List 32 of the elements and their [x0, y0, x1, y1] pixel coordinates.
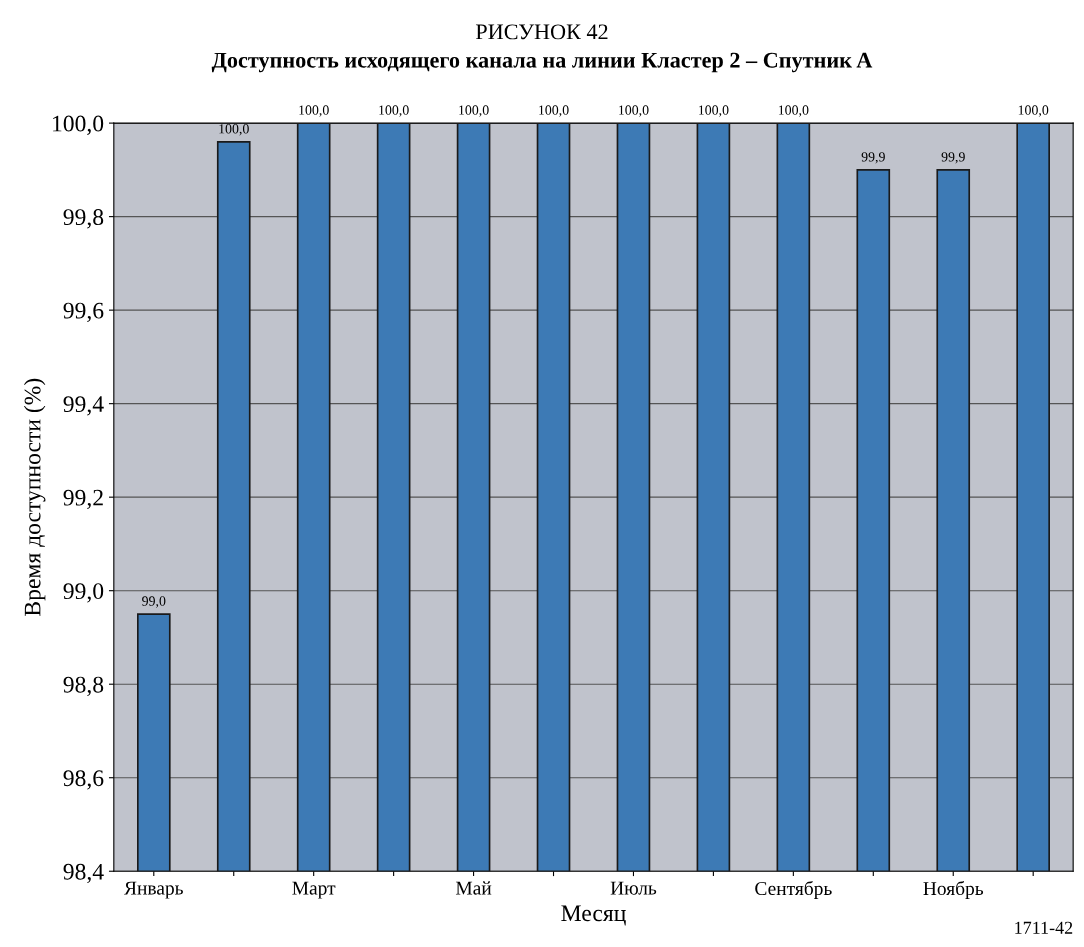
data-label: 100,0: [778, 105, 809, 117]
y-tick-label: 98,8: [63, 676, 104, 697]
y-tick-label: 98,4: [63, 863, 104, 884]
x-tick-label: Январь: [124, 881, 183, 899]
y-tick-label: 99,4: [63, 396, 104, 416]
data-label: 100,0: [539, 105, 569, 117]
data-label: 100,0: [299, 105, 329, 117]
data-label: 100,0: [219, 124, 249, 136]
x-axis-title: Месяц: [561, 905, 626, 926]
data-label: 100,0: [459, 105, 489, 117]
x-tick-label: Сентябрь: [755, 880, 832, 900]
y-axis-title: Время доступности (%): [23, 378, 46, 616]
data-label: 99,9: [941, 152, 965, 164]
data-label: 100,0: [1018, 105, 1049, 117]
data-label: 99,0: [142, 596, 166, 608]
data-label: 99,9: [861, 152, 885, 164]
x-tick-label: Май: [455, 881, 492, 895]
data-label: 100,0: [619, 105, 649, 117]
chart-title: РИСУНОК 42: [475, 24, 608, 40]
y-tick-label: 99,0: [63, 583, 104, 603]
y-tick-label: 99,6: [63, 302, 104, 322]
x-tick-label: Март: [292, 881, 336, 899]
data-label: 100,0: [379, 105, 409, 117]
x-tick-label: Июль: [610, 881, 657, 895]
text: 1711-42: [1015, 921, 1073, 934]
chart-subtitle: Доступность исходящего канала на линии Кластер 2 – Спутник A: [211, 52, 873, 73]
y-tick-label: 99,8: [63, 209, 104, 229]
y-tick-label: 100,0: [53, 115, 104, 135]
x-tick-label: Ноябрь: [923, 880, 984, 900]
y-tick-label: 98,6: [63, 770, 104, 790]
data-label: 100,0: [699, 105, 729, 117]
y-tick-label: 99,2: [63, 489, 103, 509]
